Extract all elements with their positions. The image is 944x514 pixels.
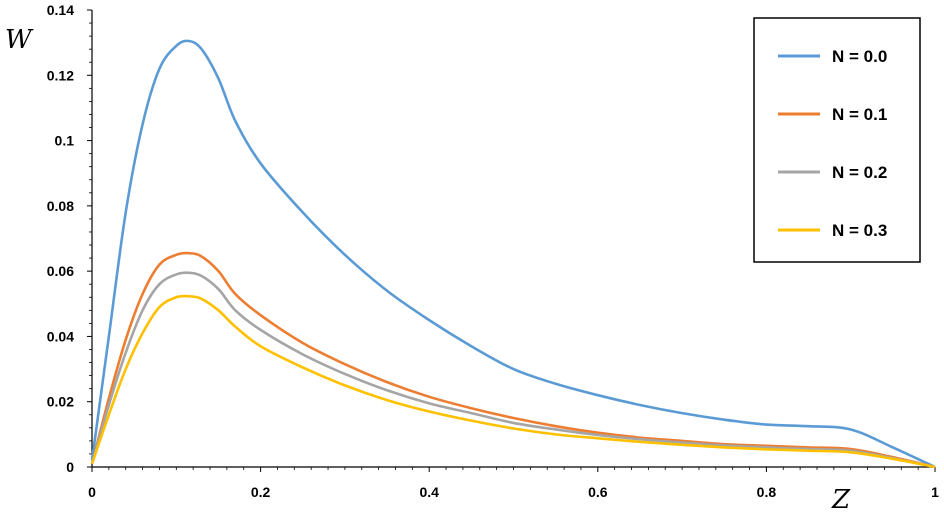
legend-label-3: N = 0.3 bbox=[832, 221, 887, 240]
y-tick-label: 0.06 bbox=[47, 263, 74, 279]
y-axis-label: W bbox=[5, 25, 34, 55]
y-tick-label: 0.04 bbox=[47, 328, 74, 344]
y-tick-label: 0.1 bbox=[55, 133, 75, 149]
legend-items: N = 0.0 N = 0.1 N = 0.2 N = 0.3 bbox=[778, 47, 887, 240]
series-lines bbox=[90, 39, 936, 469]
y-tick-label: 0.14 bbox=[47, 2, 74, 18]
series-line-0 bbox=[90, 39, 936, 469]
legend-label-2: N = 0.2 bbox=[832, 163, 887, 182]
axis-ticks bbox=[87, 9, 936, 472]
series-line-3 bbox=[90, 294, 936, 469]
y-tick-label: 0 bbox=[66, 459, 74, 475]
series-line-2 bbox=[90, 271, 936, 469]
x-tick-label: 0 bbox=[88, 484, 96, 500]
legend-box bbox=[753, 17, 921, 263]
axis-tick-labels: 0 0.02 0.04 0.06 0.08 0.1 0.12 0.14 0 0.2 0.4 0.6 0.… bbox=[47, 2, 939, 500]
x-axis-label: Z bbox=[831, 485, 851, 514]
legend-label-0: N = 0.0 bbox=[832, 47, 887, 66]
y-tick-label: 0.02 bbox=[47, 394, 74, 410]
y-tick-label: 0.12 bbox=[47, 67, 74, 83]
legend: N = 0.0 N = 0.1 N = 0.2 N = 0.3 bbox=[753, 17, 921, 263]
x-tick-label: 0.8 bbox=[757, 484, 777, 500]
series-line-1 bbox=[90, 251, 936, 469]
x-tick-label: 0.6 bbox=[588, 484, 608, 500]
x-tick-label: 0.2 bbox=[251, 484, 271, 500]
y-tick-label: 0.08 bbox=[47, 198, 74, 214]
x-tick-label: 1 bbox=[931, 484, 939, 500]
legend-label-1: N = 0.1 bbox=[832, 105, 887, 124]
plot-area: 0 0.02 0.04 0.06 0.08 0.1 0.12 0.14 0 0.2 0.4 0.6 0.… bbox=[47, 2, 939, 500]
x-tick-label: 0.4 bbox=[419, 484, 439, 500]
